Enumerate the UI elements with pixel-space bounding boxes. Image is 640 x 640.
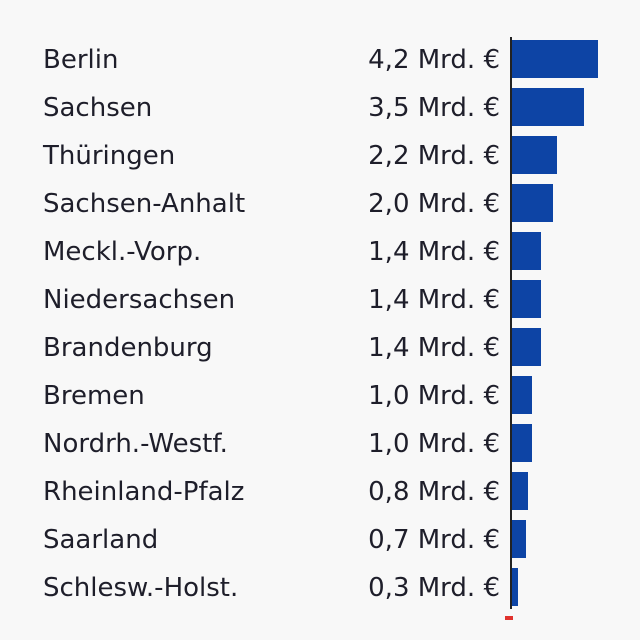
axis-line [510,37,512,609]
value-label: 2,2 Mrd. € [368,141,500,171]
value-label: 1,4 Mrd. € [368,333,500,363]
category-label: Meckl.-Vorp. [43,237,202,267]
value-label: 1,4 Mrd. € [368,285,500,315]
bar [512,520,526,558]
value-label: 4,2 Mrd. € [368,45,500,75]
category-label: Thüringen [43,141,176,171]
value-label: 2,0 Mrd. € [368,189,500,219]
category-label: Niedersachsen [43,285,236,315]
category-label: Brandenburg [43,333,213,363]
category-label: Rheinland-Pfalz [43,477,245,507]
value-label: 0,8 Mrd. € [368,477,500,507]
category-label: Schlesw.-Holst. [43,573,239,603]
bar [512,472,528,510]
value-label: 1,0 Mrd. € [368,381,500,411]
value-label: 0,7 Mrd. € [368,525,500,555]
bar [512,88,584,126]
category-label: Berlin [43,45,119,75]
value-label: 1,4 Mrd. € [368,237,500,267]
value-label: 3,5 Mrd. € [368,93,500,123]
bar [512,40,598,78]
bar [512,376,532,414]
category-label: Nordrh.-Westf. [43,429,228,459]
bar [512,184,553,222]
category-label: Bremen [43,381,145,411]
bar [512,232,541,270]
bar [512,424,532,462]
axis-marker [505,616,513,620]
category-label: Sachsen [43,93,153,123]
bar [512,568,518,606]
category-label: Saarland [43,525,159,555]
bar [512,328,541,366]
category-label: Sachsen-Anhalt [43,189,246,219]
value-label: 1,0 Mrd. € [368,429,500,459]
bar [512,280,541,318]
value-label: 0,3 Mrd. € [368,573,500,603]
bar [512,136,557,174]
